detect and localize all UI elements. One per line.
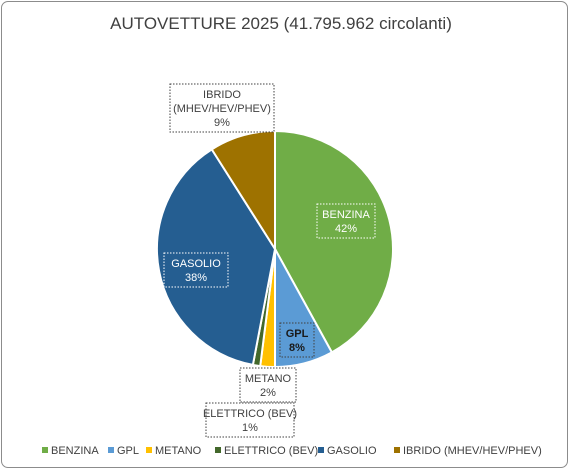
legend-label: IBRIDO (MHEV/HEV/PHEV) [403, 445, 542, 457]
legend-swatch [318, 447, 324, 453]
data-label-gasolio: GASOLIO 38% [163, 252, 229, 288]
legend-swatch [215, 447, 221, 453]
legend-label: BENZINA [51, 445, 99, 457]
data-labels: BENZINA 42% GPL 8% METANO 2% ELETTRICO (BEV) 1%… [163, 83, 376, 438]
data-label-metano: METANO 2% [239, 367, 297, 403]
data-label-name: BENZINA [322, 209, 370, 221]
pie-slices [156, 129, 394, 369]
slice-ibrido-mhev-hev-phev [210, 129, 276, 253]
legend-item-metano: METANO [146, 445, 202, 457]
data-label-name: (MHEV/HEV/PHEV) [173, 103, 271, 115]
data-label-value: 9% [214, 117, 230, 129]
data-label-name: GPL [286, 328, 309, 340]
chart-title: AUTOVETTURE 2025 (41.795.962 circolanti) [110, 14, 452, 33]
data-label-ibrido-mhev-hev-phev: IBRIDO (MHEV/HEV/PHEV) 9% [169, 83, 275, 133]
legend-label: ELETTRICO (BEV) [224, 445, 318, 457]
data-label-box [205, 402, 295, 438]
data-label-elettrico-bev: ELETTRICO (BEV) 1% [203, 402, 297, 438]
data-label-value: 42% [335, 223, 357, 235]
data-label-benzina: BENZINA 42% [316, 203, 376, 239]
data-label-box [316, 203, 376, 239]
data-label-name: IBRIDO [203, 89, 241, 101]
data-label-value: 38% [185, 272, 207, 284]
legend-swatch [108, 447, 114, 453]
data-label-box [163, 252, 229, 288]
legend-item-ibrido-mhev-hev-phev: IBRIDO (MHEV/HEV/PHEV) [394, 445, 542, 457]
legend-swatch [42, 447, 48, 453]
data-label-name: ELETTRICO (BEV) [203, 408, 297, 420]
data-label-box [279, 322, 315, 358]
legend-item-elettrico-bev: ELETTRICO (BEV) [215, 445, 318, 457]
data-label-box [239, 367, 297, 403]
legend-item-benzina: BENZINA [42, 445, 99, 457]
data-label-name: GASOLIO [171, 258, 221, 270]
slice-benzina [274, 129, 394, 354]
legend-item-gpl: GPL [108, 445, 139, 457]
data-label-value: 8% [289, 342, 305, 354]
data-label-name: METANO [245, 373, 292, 385]
legend-swatch [146, 447, 152, 453]
legend-label: METANO [155, 445, 202, 457]
legend-swatch [394, 447, 400, 453]
data-label-gpl: GPL 8% [279, 322, 315, 358]
data-label-value: 1% [242, 422, 258, 434]
data-label-box [169, 83, 275, 133]
legend: BENZINA GPL METANO ELETTRICO (BEV) GASOLIO IB… [42, 445, 542, 457]
data-label-value: 2% [260, 387, 276, 399]
legend-item-gasolio: GASOLIO [318, 445, 377, 457]
legend-label: GPL [117, 445, 139, 457]
legend-label: GASOLIO [327, 445, 377, 457]
